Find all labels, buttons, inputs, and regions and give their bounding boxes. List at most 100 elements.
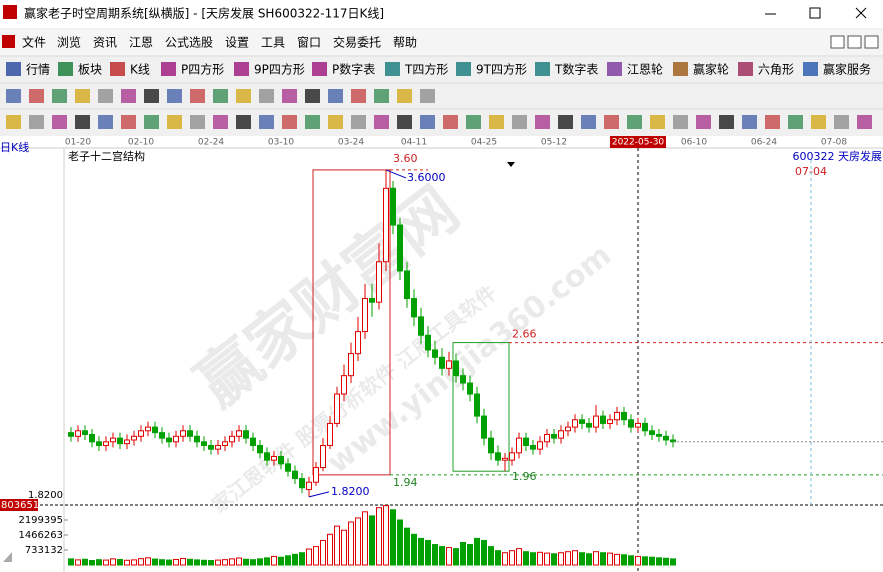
menu-item[interactable]: 工具 xyxy=(261,36,285,50)
dropdown-arrow[interactable] xyxy=(507,162,515,167)
toolbar-icon[interactable] xyxy=(456,62,471,76)
toolbar-icon[interactable] xyxy=(673,62,688,76)
toolbar-button[interactable]: P数字表 xyxy=(332,62,375,77)
tool-icon[interactable] xyxy=(236,89,251,103)
toolbar-button[interactable]: K线 xyxy=(130,63,150,77)
tool-icon[interactable] xyxy=(144,115,159,129)
toolbar-button[interactable]: P四方形 xyxy=(181,62,224,77)
menu-item[interactable]: 江恩 xyxy=(129,36,153,50)
tool-icon[interactable] xyxy=(374,89,389,103)
menu-item[interactable]: 资讯 xyxy=(93,36,117,50)
toolbar-icon[interactable] xyxy=(385,62,400,76)
mdi-minimize[interactable] xyxy=(830,35,845,49)
tool-icon[interactable] xyxy=(259,89,274,103)
menu-item[interactable]: 设置 xyxy=(225,36,249,50)
toolbar-button[interactable]: 赢家服务 xyxy=(823,62,871,77)
toolbar-icon[interactable] xyxy=(234,62,249,76)
tool-icon[interactable] xyxy=(144,89,159,103)
tool-icon[interactable] xyxy=(328,89,343,103)
tool-icon[interactable] xyxy=(374,115,389,129)
toolbar-button[interactable]: 行情 xyxy=(26,63,50,77)
toolbar-button[interactable]: T数字表 xyxy=(554,62,598,77)
tool-icon[interactable] xyxy=(190,115,205,129)
tool-icon[interactable] xyxy=(558,115,573,129)
tool-icon[interactable] xyxy=(627,115,642,129)
tool-icon[interactable] xyxy=(788,115,803,129)
tool-icon[interactable] xyxy=(121,89,136,103)
toolbar-button[interactable]: 板块 xyxy=(78,63,102,77)
toolbar-icon[interactable] xyxy=(110,62,125,76)
tool-icon[interactable] xyxy=(167,89,182,103)
tool-icon[interactable] xyxy=(857,115,872,129)
tool-icon[interactable] xyxy=(604,115,619,129)
tool-icon[interactable] xyxy=(121,115,136,129)
tool-icon[interactable] xyxy=(167,115,182,129)
tool-icon[interactable] xyxy=(650,115,665,129)
tool-icon[interactable] xyxy=(29,89,44,103)
tool-icon[interactable] xyxy=(52,115,67,129)
tool-icon[interactable] xyxy=(328,115,343,129)
tool-icon[interactable] xyxy=(98,89,113,103)
toolbar-icon[interactable] xyxy=(6,62,21,76)
menu-item[interactable]: 帮助 xyxy=(393,36,417,50)
toolbar-button[interactable]: T四方形 xyxy=(404,62,448,77)
tool-icon[interactable] xyxy=(742,115,757,129)
tool-icon[interactable] xyxy=(420,115,435,129)
tool-icon[interactable] xyxy=(282,89,297,103)
tool-icon[interactable] xyxy=(75,115,90,129)
tool-icon[interactable] xyxy=(673,115,688,129)
tool-icon[interactable] xyxy=(719,115,734,129)
toolbar-button[interactable]: 9T四方形 xyxy=(476,62,527,77)
toolbar-icon[interactable] xyxy=(312,62,327,76)
tool-icon[interactable] xyxy=(6,115,21,129)
tool-icon[interactable] xyxy=(765,115,780,129)
tool-icon[interactable] xyxy=(305,89,320,103)
toolbar-icon[interactable] xyxy=(803,62,818,76)
toolbar-icon[interactable] xyxy=(738,62,753,76)
mdi-close[interactable] xyxy=(864,35,879,49)
maximize-button[interactable] xyxy=(809,7,821,19)
tool-icon[interactable] xyxy=(305,115,320,129)
tool-icon[interactable] xyxy=(443,115,458,129)
tool-icon[interactable] xyxy=(351,89,366,103)
menu-item[interactable]: 浏览 xyxy=(57,35,81,50)
tool-icon[interactable] xyxy=(6,89,21,103)
tool-icon[interactable] xyxy=(466,115,481,129)
tool-icon[interactable] xyxy=(259,115,274,129)
tool-icon[interactable] xyxy=(98,115,113,129)
close-button[interactable] xyxy=(855,7,867,19)
tool-icon[interactable] xyxy=(420,89,435,103)
tool-icon[interactable] xyxy=(213,89,228,103)
toolbar-button[interactable]: 六角形 xyxy=(758,63,794,77)
mdi-restore[interactable] xyxy=(847,35,862,49)
tool-icon[interactable] xyxy=(351,115,366,129)
toolbar-button[interactable]: 9P四方形 xyxy=(254,62,305,77)
tool-icon[interactable] xyxy=(512,115,527,129)
menu-item[interactable]: 交易委托 xyxy=(333,35,381,50)
tool-icon[interactable] xyxy=(696,115,711,129)
tool-icon[interactable] xyxy=(535,115,550,129)
toolbar-icon[interactable] xyxy=(161,62,176,76)
tool-icon[interactable] xyxy=(282,115,297,129)
toolbar-button[interactable]: 江恩轮 xyxy=(627,63,663,77)
menu-item[interactable]: 公式选股 xyxy=(165,36,213,50)
tool-icon[interactable] xyxy=(29,115,44,129)
tool-icon[interactable] xyxy=(213,115,228,129)
tool-icon[interactable] xyxy=(52,89,67,103)
tool-icon[interactable] xyxy=(834,115,849,129)
toolbar-icon[interactable] xyxy=(58,62,73,76)
menu-item[interactable]: 文件 xyxy=(22,35,46,50)
toolbar-icon[interactable] xyxy=(535,62,550,76)
tool-icon[interactable] xyxy=(581,115,596,129)
tool-icon[interactable] xyxy=(190,89,205,103)
tool-icon[interactable] xyxy=(236,115,251,129)
tool-icon[interactable] xyxy=(397,89,412,103)
tool-icon[interactable] xyxy=(811,115,826,129)
toolbar-button[interactable]: 赢家轮 xyxy=(693,62,729,77)
menu-item[interactable]: 窗口 xyxy=(297,36,321,50)
tool-icon[interactable] xyxy=(489,115,504,129)
scroll-triangle[interactable] xyxy=(3,552,12,562)
tool-icon[interactable] xyxy=(397,115,412,129)
toolbar-icon[interactable] xyxy=(607,62,622,76)
tool-icon[interactable] xyxy=(75,89,90,103)
